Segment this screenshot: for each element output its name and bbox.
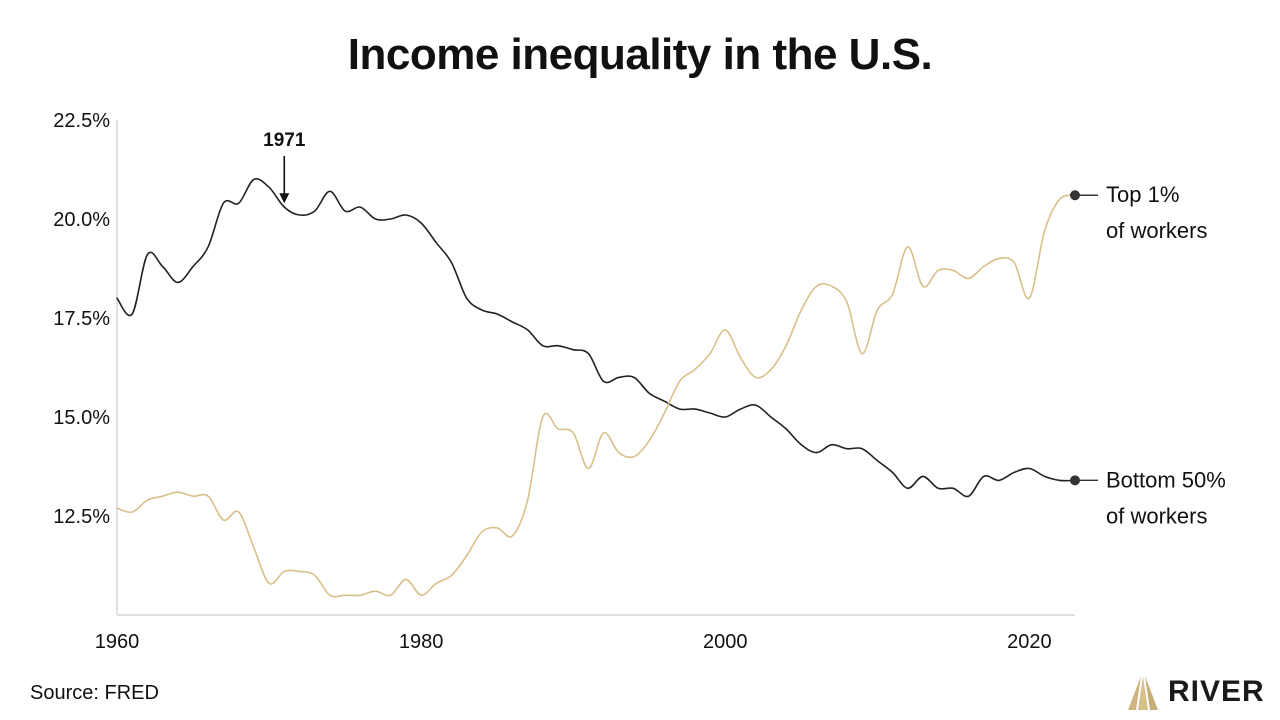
y-tick-label: 17.5%	[53, 308, 110, 330]
series-label-top-1: Top 1%	[1106, 182, 1179, 207]
annotation-arrow-head	[279, 193, 290, 204]
series-lines	[116, 178, 1076, 598]
y-tick-label: 12.5%	[53, 506, 110, 528]
river-logo-icon	[1128, 676, 1158, 710]
series-end-marker-top-1	[1070, 190, 1080, 201]
annotation-label: 1971	[263, 130, 306, 151]
series-label-bottom-50: of workers	[1106, 503, 1207, 528]
chart-title: Income inequality in the U.S.	[347, 30, 933, 79]
x-tick-label: 1980	[399, 631, 444, 653]
x-tick-label: 2000	[703, 631, 748, 653]
brand-name: RIVER	[1168, 675, 1265, 708]
series-label-bottom-50: Bottom 50%	[1106, 467, 1226, 492]
series-labels: Bottom 50% of workers Top 1% of workers	[1070, 182, 1226, 528]
series-line-top-1	[116, 194, 1076, 598]
axes	[116, 120, 1075, 616]
y-tick-label: 22.5%	[53, 110, 110, 132]
source-note: Source: FRED	[30, 682, 159, 704]
series-label-top-1: of workers	[1106, 218, 1207, 243]
series-end-marker-bottom-50	[1070, 475, 1080, 486]
y-tick-label: 15.0%	[53, 407, 110, 429]
series-line-bottom-50	[116, 178, 1076, 498]
x-tick-label: 1960	[95, 631, 140, 653]
brand-logo: RIVER	[1126, 672, 1265, 712]
x-tick-label: 2020	[1007, 631, 1052, 653]
annotations: 1971	[263, 130, 306, 204]
y-tick-label: 20.0%	[53, 209, 110, 231]
axis-ticks: 12.5% 15.0% 17.5% 20.0% 22.5% 1960 1980 2000 202…	[53, 110, 1051, 653]
